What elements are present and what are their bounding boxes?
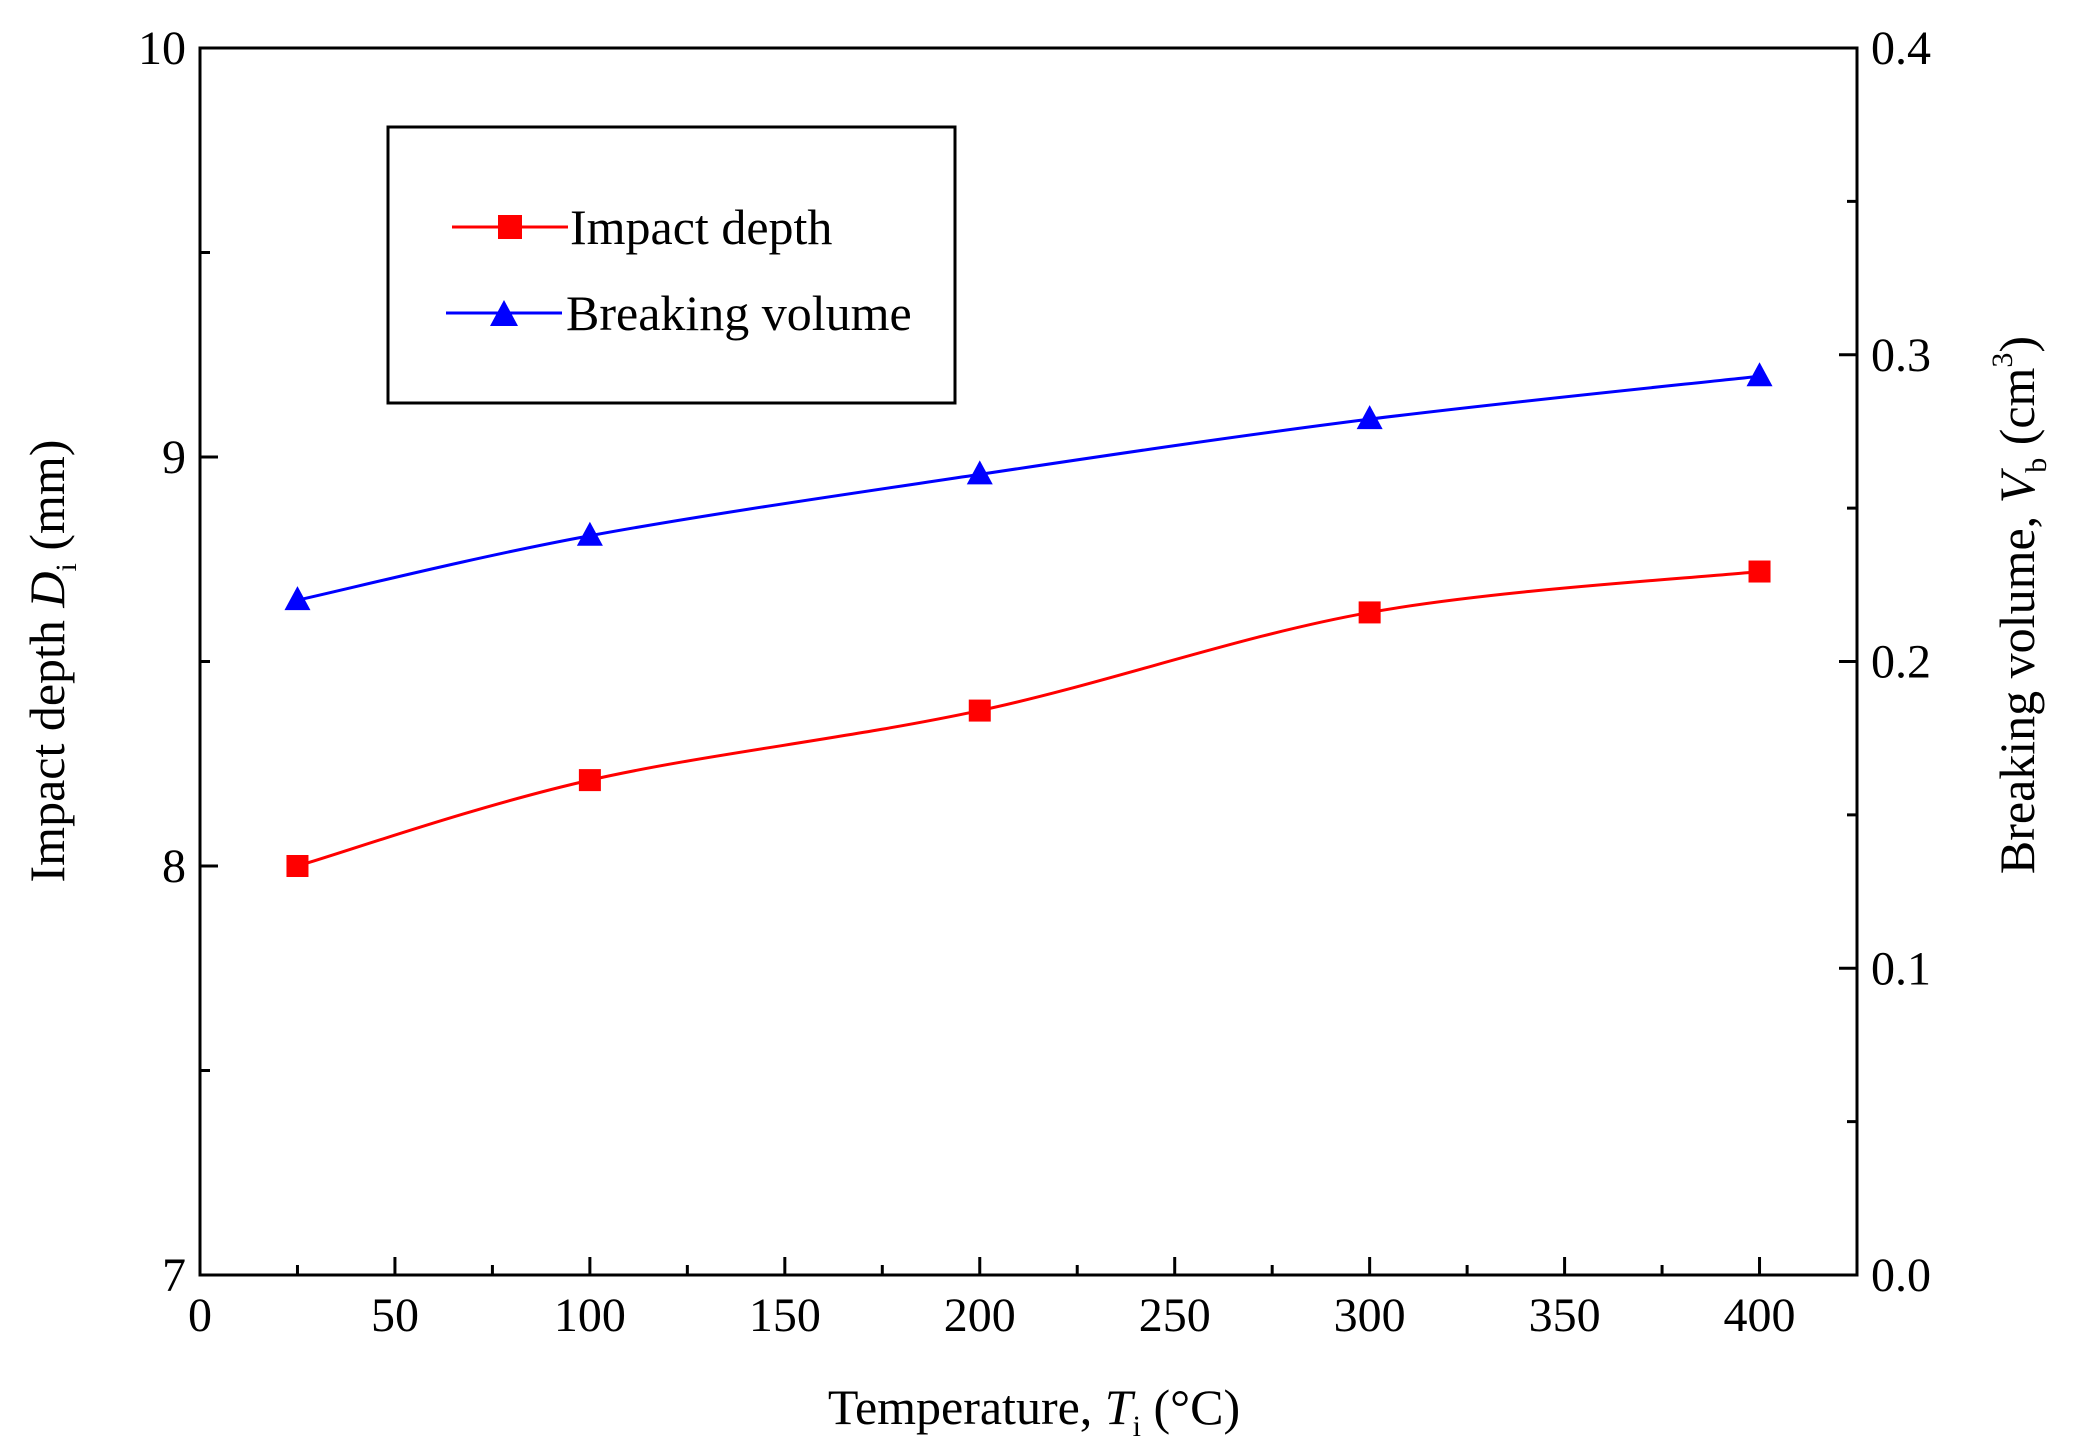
- legend-entry-breaking-volume: Breaking volume: [446, 285, 912, 341]
- data-point-impact-depth: [286, 855, 309, 877]
- plot-frame: [198, 46, 1859, 1277]
- y-right-tick-label: 0.3: [1871, 329, 1931, 382]
- legend-marker-square: [498, 215, 522, 239]
- y-left-tick-label: 10: [138, 22, 186, 75]
- data-point-breaking-volume: [576, 521, 603, 546]
- legend-label-breaking-volume: Breaking volume: [566, 285, 912, 341]
- x-tick-label: 150: [749, 1289, 821, 1342]
- data-point-impact-depth: [1748, 560, 1771, 583]
- legend-box: [386, 125, 957, 405]
- data-point-breaking-volume: [966, 460, 993, 485]
- x-tick-label: 400: [1724, 1289, 1796, 1342]
- x-tick-label: 50: [371, 1289, 419, 1342]
- x-tick-label: 350: [1529, 1289, 1601, 1342]
- x-tick-label: 300: [1334, 1289, 1406, 1342]
- legend-entry-impact-depth: Impact depth: [452, 199, 832, 255]
- x-tick-label: 200: [944, 1289, 1016, 1342]
- y-left-tick-label: 7: [162, 1249, 186, 1302]
- legend-label-impact-depth: Impact depth: [570, 199, 832, 255]
- y-right-tick-label: 0.2: [1871, 636, 1931, 689]
- y-right-tick-label: 0.1: [1871, 942, 1931, 995]
- legend-marker-triangle: [490, 300, 518, 326]
- data-point-breaking-volume: [284, 586, 311, 611]
- series-line-impact-depth: [297, 570, 1760, 868]
- y-right-tick-label: 0.4: [1871, 22, 1931, 75]
- data-point-impact-depth: [1358, 601, 1381, 624]
- x-tick-label: 0: [188, 1289, 212, 1342]
- data-point-breaking-volume: [1746, 362, 1773, 387]
- data-point-breaking-volume: [1356, 405, 1383, 430]
- y-left-tick-label: 9: [162, 431, 186, 484]
- series-line-breaking-volume: [297, 374, 1760, 602]
- y-right-tick-label: 0.0: [1871, 1249, 1931, 1302]
- series-layer: [284, 362, 1773, 877]
- legend: Impact depth Breaking volume: [386, 125, 957, 405]
- ticks-layer: 0 50 100 150 200 250 300 350 400 7 8 9 10 0.0 0.1 0.2 0.…: [138, 22, 1931, 1342]
- x-axis-label: Temperature, Ti (°C): [828, 1379, 1240, 1443]
- x-tick-label: 100: [554, 1289, 626, 1342]
- y-axis-right-label: Breaking volume, Vb (cm3): [1986, 336, 2053, 874]
- data-point-impact-depth: [578, 769, 601, 792]
- x-tick-label: 250: [1139, 1289, 1211, 1342]
- y-axis-left-label: Impact depth Di (mm): [19, 440, 83, 883]
- y-left-tick-label: 8: [162, 840, 186, 893]
- data-point-impact-depth: [968, 699, 991, 722]
